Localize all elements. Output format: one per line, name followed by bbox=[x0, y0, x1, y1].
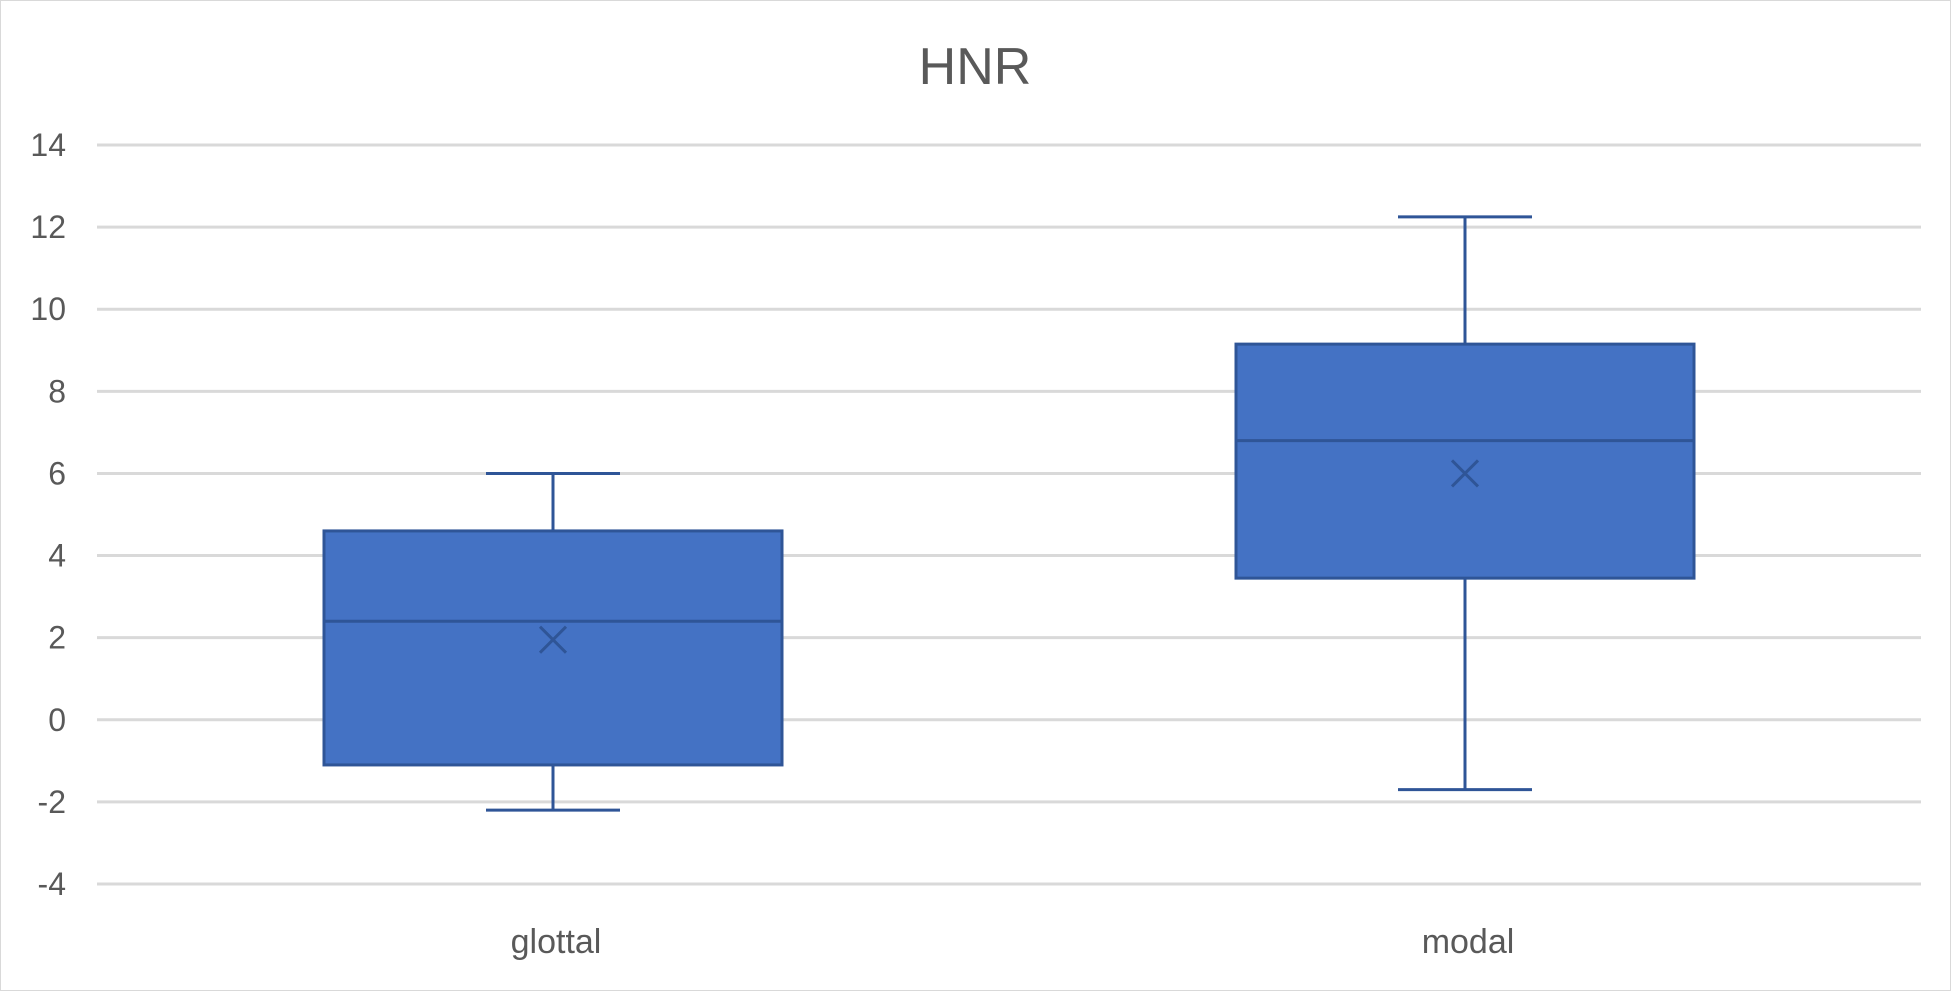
x-category-label: glottal bbox=[511, 923, 602, 961]
iqr-box bbox=[322, 529, 784, 767]
y-tick-label: 6 bbox=[48, 455, 66, 491]
y-tick-label: 2 bbox=[48, 620, 66, 656]
iqr-box bbox=[1234, 342, 1696, 580]
y-axis-ticks: 14 12 10 8 6 4 2 0 -2 -4 bbox=[30, 127, 66, 902]
y-tick-label: 10 bbox=[30, 291, 66, 327]
chart-title: HNR bbox=[919, 38, 1032, 96]
x-category-label: modal bbox=[1422, 923, 1515, 961]
x-axis-categories: glottal modal bbox=[511, 923, 1515, 961]
box-glottal bbox=[322, 471, 784, 812]
y-tick-label: 0 bbox=[48, 702, 66, 738]
box-modal bbox=[1234, 215, 1696, 792]
y-tick-label: -4 bbox=[38, 866, 66, 902]
y-tick-label: -2 bbox=[38, 784, 66, 820]
y-tick-label: 4 bbox=[48, 538, 66, 574]
y-tick-label: 8 bbox=[48, 373, 66, 409]
mean-marker bbox=[538, 625, 568, 654]
mean-marker bbox=[1450, 459, 1480, 488]
boxes bbox=[322, 215, 1696, 812]
y-tick-label: 14 bbox=[30, 127, 66, 163]
y-tick-label: 12 bbox=[30, 209, 66, 245]
